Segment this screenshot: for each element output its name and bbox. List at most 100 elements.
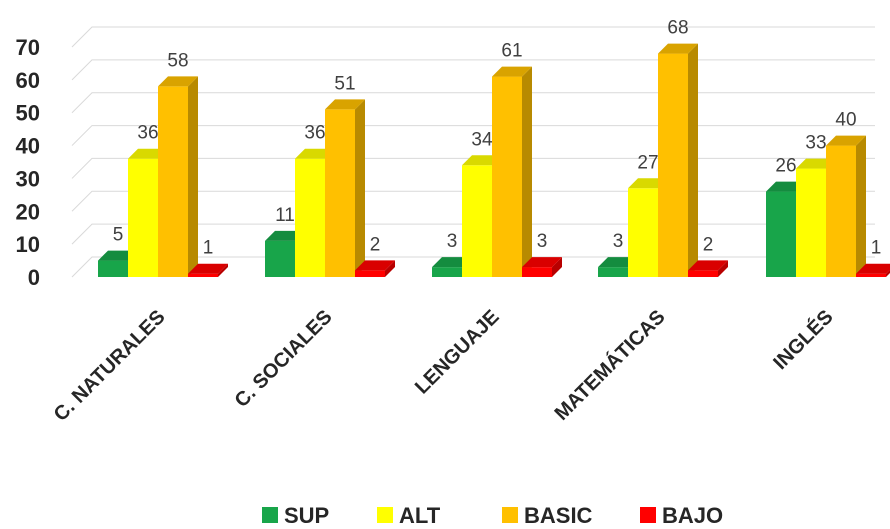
bar-front — [826, 145, 856, 277]
data-label: 3 — [537, 231, 548, 252]
bar-front — [856, 273, 886, 277]
bar-front — [158, 86, 188, 277]
data-label: 40 — [835, 110, 856, 131]
data-label: 1 — [871, 238, 882, 259]
data-label: 36 — [304, 123, 325, 144]
gridline — [71, 157, 875, 179]
bar-front — [295, 158, 325, 277]
data-label: 36 — [137, 123, 158, 144]
legend-label: SUP — [284, 503, 329, 528]
bar-top — [856, 263, 890, 274]
bar-side — [856, 135, 866, 277]
bar-top — [522, 257, 562, 268]
legend-item-alt: ALT — [377, 503, 441, 528]
data-label: 26 — [775, 156, 796, 177]
legend-label: BAJO — [662, 503, 723, 528]
bar-front — [98, 260, 128, 277]
bar-top — [826, 135, 866, 146]
bar-top — [355, 260, 395, 271]
legend-label: BASIC — [524, 503, 593, 528]
legend-item-basic: BASIC — [502, 503, 593, 528]
gridlines — [71, 26, 875, 278]
bar-front — [598, 267, 628, 277]
bar-front — [188, 273, 218, 277]
bar-bajo — [355, 260, 395, 277]
gridline — [71, 125, 875, 146]
bar-bajo — [522, 257, 562, 277]
data-label: 2 — [703, 234, 714, 255]
x-tick-label: C. NATURALES — [50, 306, 170, 426]
bar-top — [492, 66, 532, 77]
bar-front — [628, 188, 658, 277]
gridline — [71, 223, 875, 245]
x-tick-label: LENGUAJE — [411, 306, 504, 399]
legend: SUP ALT BASIC BAJO — [262, 503, 723, 528]
legend-item-bajo: BAJO — [640, 503, 723, 528]
data-label: 3 — [447, 231, 458, 252]
y-tick-label: 10 — [16, 232, 40, 257]
bars — [98, 43, 890, 278]
bar-top — [325, 99, 365, 110]
bar-front — [325, 109, 355, 277]
legend-swatch — [502, 507, 518, 523]
bar-front — [688, 270, 718, 277]
legend-item-sup: SUP — [262, 503, 329, 528]
bar-front — [658, 53, 688, 278]
bar-top — [188, 263, 228, 274]
bar-front — [796, 168, 826, 277]
y-tick-label: 40 — [16, 134, 40, 159]
bar-front — [462, 165, 492, 277]
bar-side — [688, 43, 698, 278]
bar-top — [658, 43, 698, 54]
gridline — [71, 190, 875, 212]
bar-front — [492, 76, 522, 277]
bar-front — [522, 267, 552, 277]
bar-side — [385, 260, 395, 277]
y-tick-label: 70 — [16, 35, 40, 60]
bar-bajo — [688, 260, 728, 277]
gridline — [71, 256, 875, 278]
y-tick-label: 60 — [16, 68, 40, 93]
legend-swatch — [262, 507, 278, 523]
data-label: 61 — [501, 41, 522, 62]
bar-front — [766, 191, 796, 277]
bar-side — [355, 99, 365, 277]
data-label: 58 — [167, 50, 188, 71]
y-tick-label: 20 — [16, 199, 40, 224]
bar-bajo — [856, 263, 890, 277]
data-label: 34 — [471, 129, 493, 150]
x-tick-label: INGLÉS — [769, 305, 838, 374]
y-axis: 0 10 20 30 40 50 60 70 — [16, 35, 40, 290]
legend-swatch — [640, 507, 656, 523]
bar-basic — [826, 135, 866, 277]
bar-side — [552, 257, 562, 277]
data-label: 2 — [370, 234, 381, 255]
bar-basic — [325, 99, 365, 277]
data-label: 3 — [613, 231, 624, 252]
gridline — [71, 26, 875, 48]
y-tick-label: 30 — [16, 166, 40, 191]
bar-side — [886, 269, 890, 277]
legend-label: ALT — [399, 503, 441, 528]
bar-front — [128, 158, 158, 277]
bar-front — [432, 267, 462, 277]
bar-side — [218, 263, 228, 277]
gridline — [71, 92, 875, 114]
legend-swatch — [377, 507, 393, 523]
bar-side — [188, 76, 198, 277]
bar-basic — [658, 43, 698, 278]
bar-basic — [158, 76, 198, 277]
data-label: 68 — [667, 18, 688, 39]
bar-side — [522, 66, 532, 277]
data-label: 11 — [275, 205, 295, 226]
bar-side — [718, 260, 728, 277]
data-label: 51 — [334, 73, 355, 94]
x-tick-label: C. SOCIALES — [231, 306, 337, 412]
bar-front — [265, 240, 295, 277]
y-tick-label: 0 — [28, 265, 40, 290]
bar-front — [355, 270, 385, 277]
data-label: 1 — [203, 238, 214, 259]
bar-bajo — [188, 263, 228, 277]
